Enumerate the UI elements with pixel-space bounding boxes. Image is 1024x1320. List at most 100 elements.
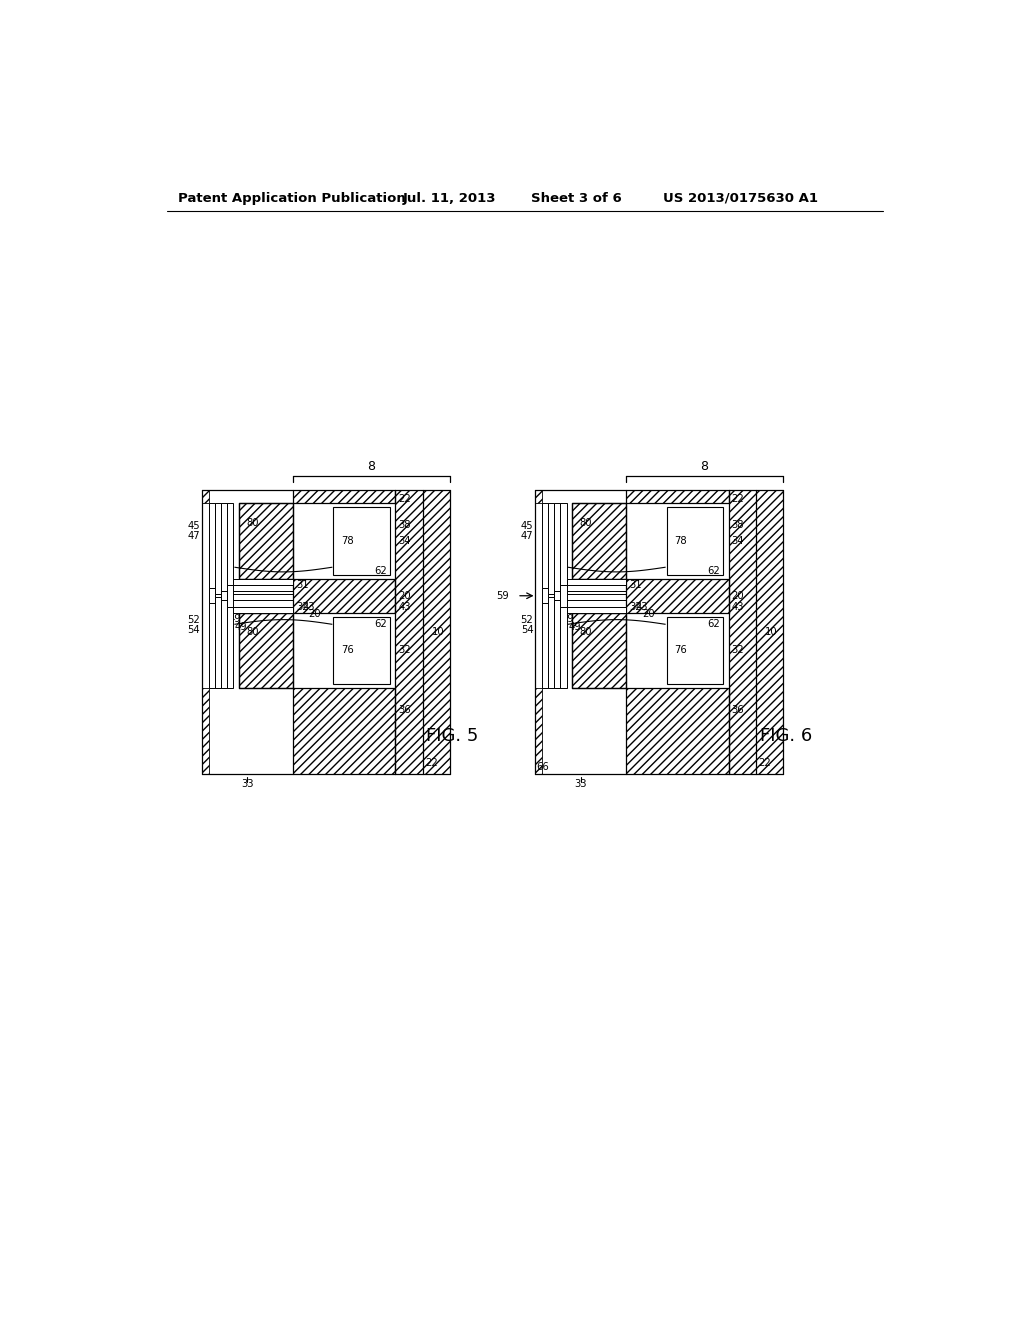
Polygon shape (560, 607, 566, 688)
Text: 54: 54 (520, 626, 534, 635)
Text: 20: 20 (642, 610, 654, 619)
Polygon shape (221, 601, 227, 688)
Polygon shape (667, 507, 723, 576)
Text: 32: 32 (296, 602, 309, 611)
Text: 32: 32 (630, 602, 642, 611)
Text: 34: 34 (732, 536, 744, 546)
Polygon shape (667, 616, 723, 684)
Polygon shape (548, 594, 554, 688)
Polygon shape (227, 503, 233, 585)
Polygon shape (554, 601, 560, 688)
Polygon shape (202, 490, 209, 503)
Text: 8: 8 (700, 459, 709, 473)
Text: Sheet 3 of 6: Sheet 3 of 6 (531, 191, 622, 205)
Text: 10: 10 (765, 627, 777, 638)
Text: 32: 32 (732, 645, 744, 656)
Text: 47: 47 (520, 532, 534, 541)
Text: 36: 36 (732, 705, 744, 714)
Text: 10: 10 (432, 627, 444, 638)
Text: 43: 43 (732, 602, 744, 612)
Polygon shape (293, 490, 395, 503)
Text: 49: 49 (562, 614, 574, 624)
Polygon shape (627, 688, 729, 775)
Text: 78: 78 (341, 536, 353, 546)
Polygon shape (542, 589, 548, 603)
Polygon shape (560, 601, 627, 607)
Text: 20: 20 (732, 591, 744, 601)
Text: 59: 59 (497, 591, 509, 601)
Polygon shape (395, 490, 423, 775)
Text: 76: 76 (341, 645, 354, 656)
Text: 62: 62 (708, 566, 721, 576)
Polygon shape (334, 507, 390, 576)
Text: 38: 38 (398, 520, 411, 529)
Text: 31: 31 (630, 579, 642, 590)
Text: 45: 45 (187, 521, 200, 532)
Text: 31: 31 (296, 579, 309, 590)
Polygon shape (560, 503, 566, 585)
Polygon shape (215, 589, 293, 594)
Polygon shape (535, 688, 542, 775)
Text: 49: 49 (568, 622, 581, 631)
Polygon shape (215, 503, 221, 598)
Text: 76: 76 (675, 645, 687, 656)
Polygon shape (209, 589, 215, 603)
Polygon shape (756, 490, 783, 775)
Polygon shape (560, 585, 627, 591)
Polygon shape (334, 616, 390, 684)
Text: 20: 20 (398, 591, 411, 601)
Polygon shape (423, 490, 450, 775)
Polygon shape (227, 607, 233, 688)
Polygon shape (554, 594, 627, 601)
Text: 52: 52 (520, 615, 534, 626)
Polygon shape (215, 594, 221, 688)
Text: 43: 43 (302, 602, 314, 611)
Polygon shape (233, 579, 293, 585)
Text: 47: 47 (187, 532, 200, 541)
Text: 80: 80 (580, 517, 592, 528)
Text: 45: 45 (520, 521, 534, 532)
Polygon shape (566, 579, 627, 585)
Text: 62: 62 (375, 566, 387, 576)
Text: 38: 38 (732, 520, 744, 529)
Text: 8: 8 (368, 459, 376, 473)
Polygon shape (202, 688, 209, 775)
Text: FIG. 6: FIG. 6 (760, 727, 812, 744)
Polygon shape (227, 585, 233, 607)
Text: 36: 36 (398, 705, 411, 714)
Polygon shape (548, 594, 554, 598)
Text: Jul. 11, 2013: Jul. 11, 2013 (403, 191, 497, 205)
Text: 33: 33 (574, 779, 587, 788)
Text: 80: 80 (247, 627, 259, 638)
Text: 43: 43 (398, 602, 411, 612)
Polygon shape (239, 503, 293, 579)
Polygon shape (572, 612, 627, 688)
Polygon shape (227, 601, 293, 607)
Text: 62: 62 (375, 619, 387, 630)
Text: US 2013/0175630 A1: US 2013/0175630 A1 (663, 191, 818, 205)
Text: 52: 52 (187, 615, 200, 626)
Text: 22: 22 (732, 494, 744, 504)
Polygon shape (548, 589, 627, 594)
Text: 59: 59 (245, 589, 258, 599)
Polygon shape (293, 579, 395, 612)
Text: 49: 49 (228, 614, 242, 624)
Polygon shape (542, 503, 548, 603)
Polygon shape (221, 594, 293, 601)
Polygon shape (627, 490, 729, 503)
Polygon shape (239, 612, 293, 688)
Text: 22: 22 (398, 494, 412, 504)
Polygon shape (221, 503, 227, 591)
Text: 49: 49 (234, 622, 248, 631)
Polygon shape (548, 598, 627, 603)
Polygon shape (572, 503, 627, 579)
Polygon shape (554, 591, 560, 601)
Text: 22: 22 (425, 758, 437, 768)
Polygon shape (293, 688, 395, 775)
Polygon shape (566, 607, 627, 612)
Text: 33: 33 (241, 779, 254, 788)
Text: 20: 20 (308, 610, 322, 619)
Text: Patent Application Publication: Patent Application Publication (178, 191, 407, 205)
Polygon shape (209, 589, 215, 688)
Polygon shape (560, 585, 566, 607)
